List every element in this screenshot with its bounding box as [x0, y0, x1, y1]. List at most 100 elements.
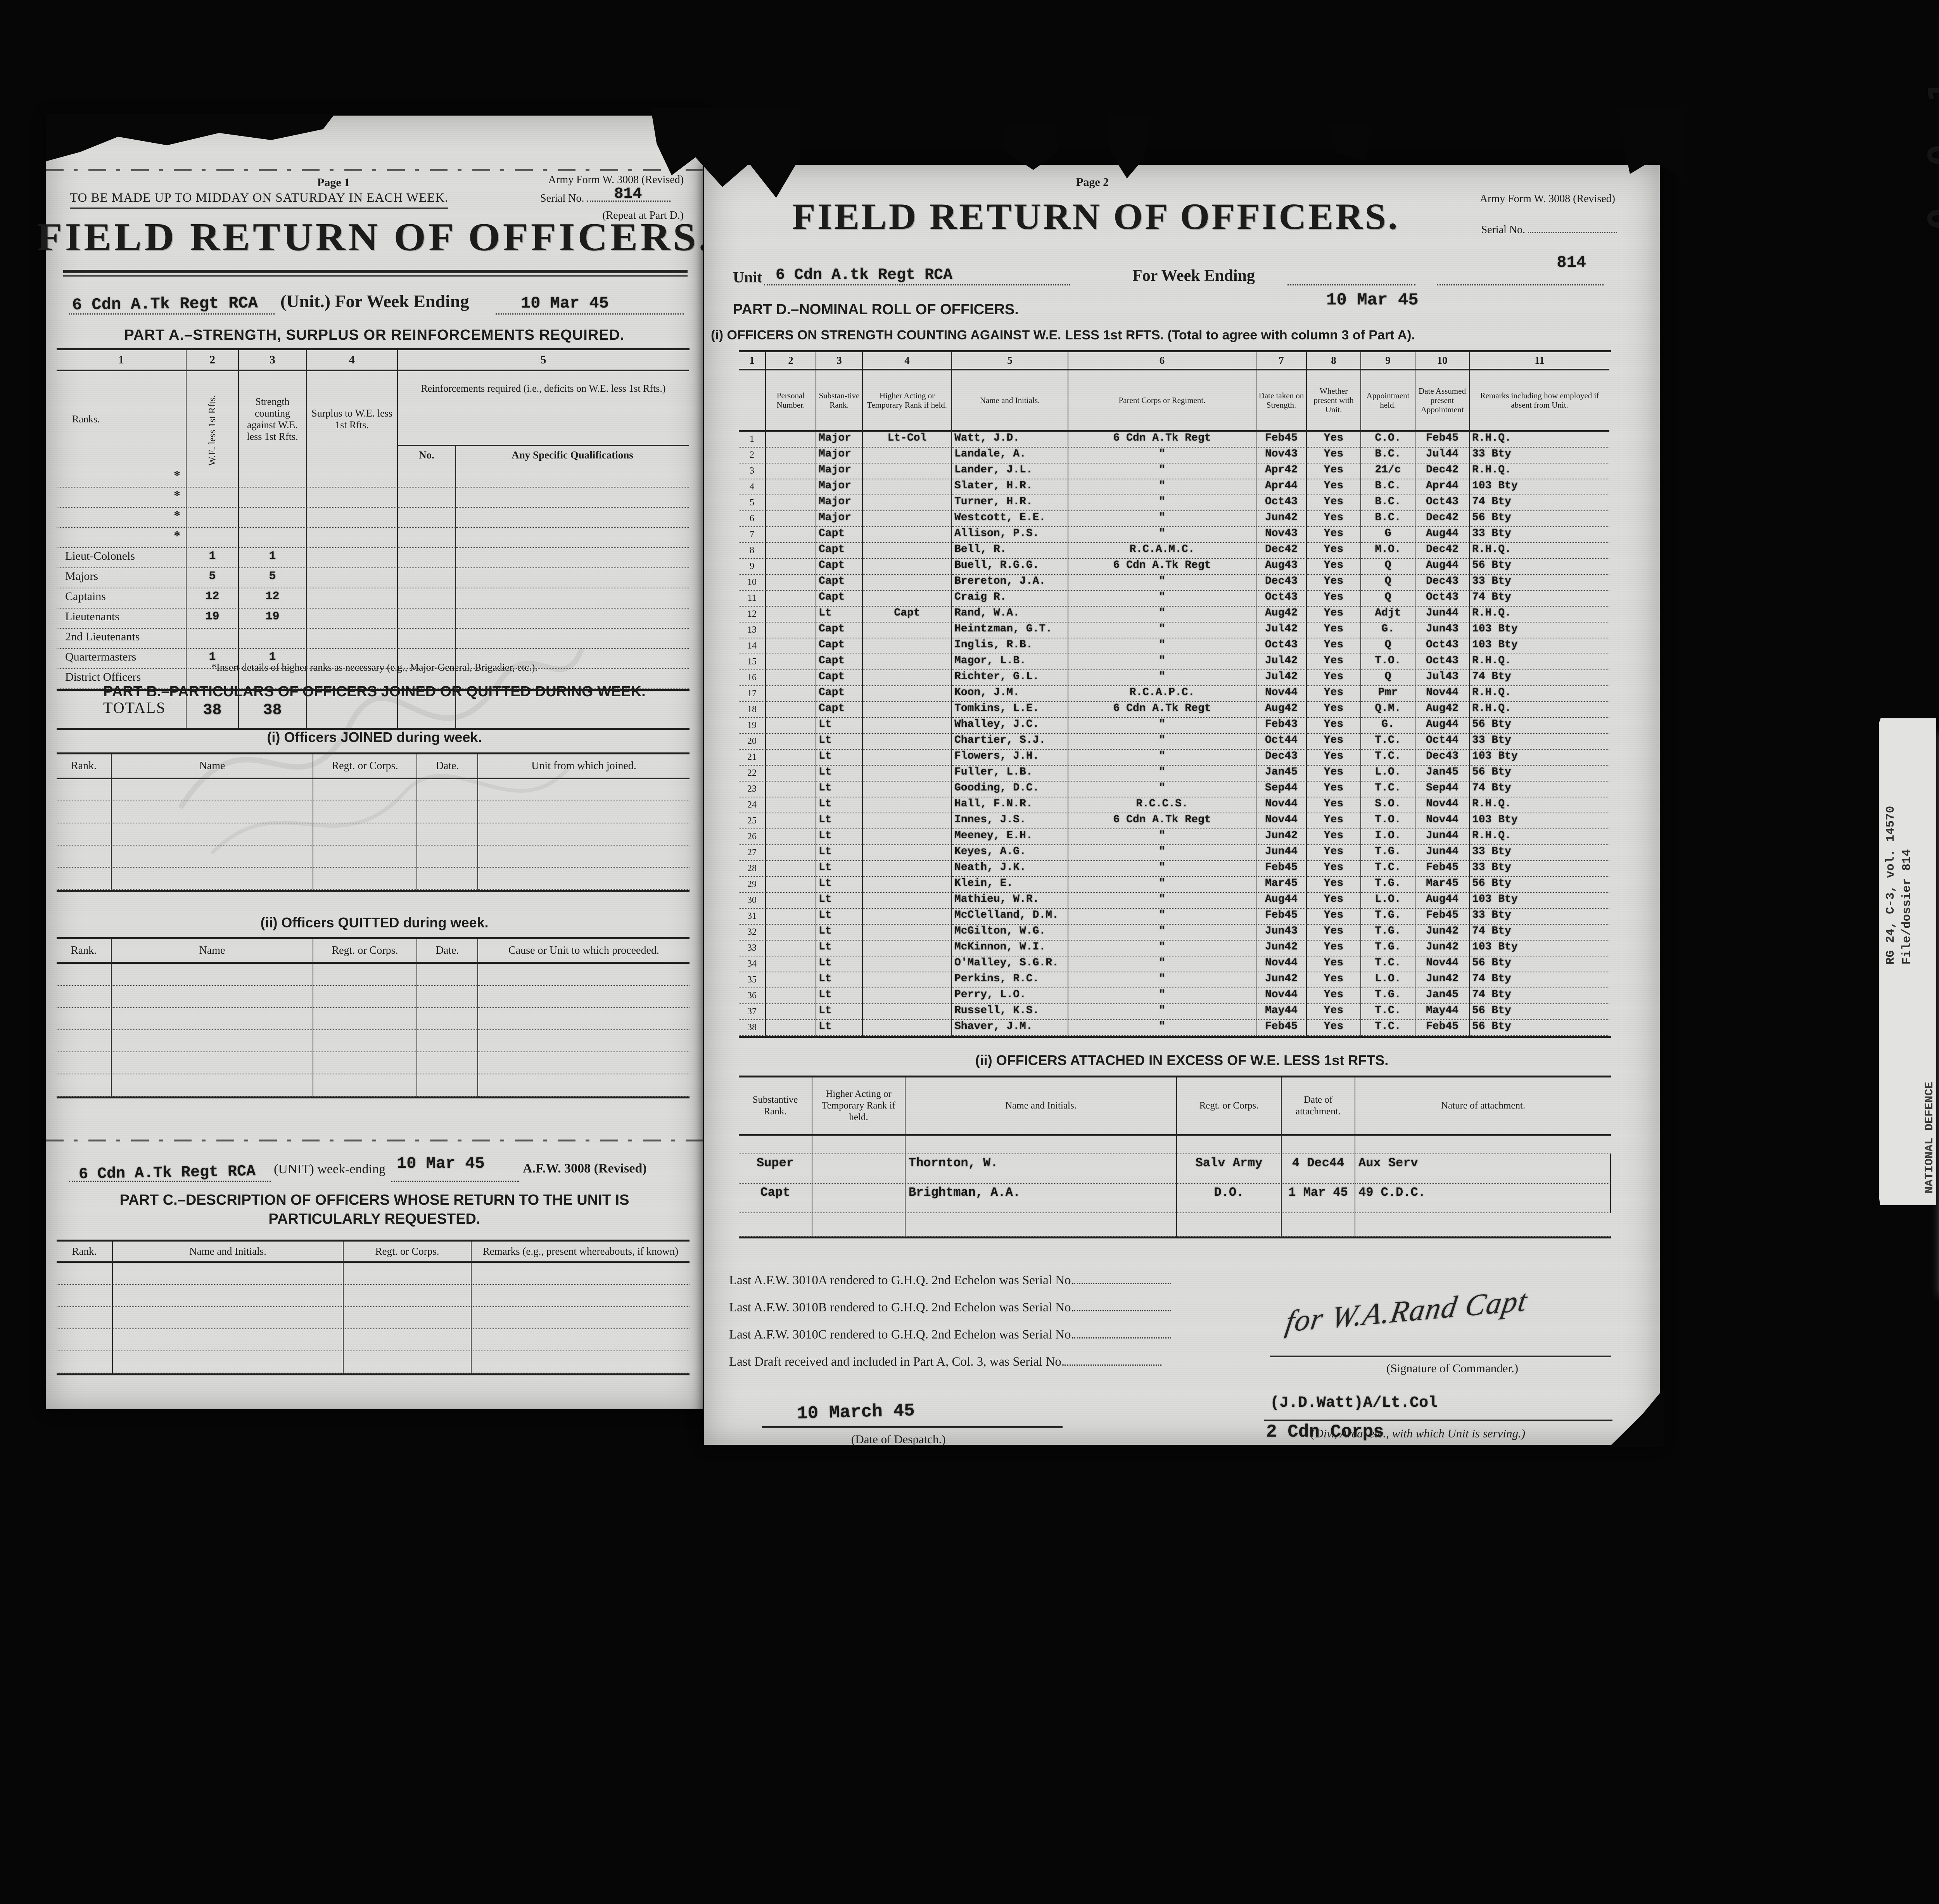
acting-rank [863, 972, 952, 988]
title-rule-thin [63, 275, 688, 277]
part-a-row: * [57, 467, 690, 488]
officer-name: Turner, H.R. [952, 495, 1068, 511]
appointment-held: Pmr [1361, 686, 1415, 702]
acting-rank [863, 718, 952, 734]
parent-corps: " [1068, 956, 1256, 972]
substantive-rank: Capt [816, 654, 863, 670]
remarks: 33 Bty [1470, 861, 1609, 877]
acting-rank [863, 813, 952, 829]
empty-cell [313, 1052, 417, 1074]
empty-cell [906, 1136, 1177, 1154]
page2-label: Page 2 [1076, 176, 1109, 189]
substantive-rank: Lt [816, 941, 863, 956]
parent-corps: " [1068, 527, 1256, 543]
week-ending-value: 10 Mar 45 [521, 294, 609, 313]
tape-artifact [1001, 123, 1059, 170]
remarks: 103 Bty [1470, 893, 1609, 909]
microfilm-scan: { "page1": { "page_label": "Page 1", "ma… [0, 0, 1939, 1530]
empty-cell [57, 1329, 113, 1351]
present-with-unit: Yes [1307, 463, 1361, 479]
date-taken-on-strength: Oct43 [1256, 591, 1307, 607]
afw-3010b-line: Last A.F.W. 3010B rendered to G.H.Q. 2nd… [729, 1300, 1171, 1315]
empty-cell [113, 1351, 344, 1373]
appointment-held: B.C. [1361, 495, 1415, 511]
date-taken-on-strength: Dec42 [1256, 543, 1307, 559]
parent-corps: R.C.C.S. [1068, 797, 1256, 813]
empty-cell [1282, 1213, 1355, 1236]
appointment-held: T.C. [1361, 956, 1415, 972]
officer-name: Keyes, A.G. [952, 845, 1068, 861]
date-assumed-appointment: Nov44 [1415, 956, 1470, 972]
personal-number [766, 782, 816, 797]
substantive-rank: Lt [816, 718, 863, 734]
date-assumed-appointment: Jun42 [1415, 925, 1470, 941]
parent-corps: " [1068, 925, 1256, 941]
row-number: 38 [739, 1020, 766, 1036]
row-number: 27 [739, 845, 766, 861]
remarks: 74 Bty [1470, 782, 1609, 797]
empty-cell [1355, 1136, 1611, 1154]
acting-rank [863, 1020, 952, 1036]
remarks: 56 Bty [1470, 559, 1609, 575]
row-number: 29 [739, 877, 766, 893]
empty-cell [313, 964, 417, 986]
nature-of-attachment: 49 C.D.C. [1355, 1184, 1611, 1213]
acting-rank [863, 575, 952, 591]
substantive-rank: Capt [816, 527, 863, 543]
personal-number [766, 591, 816, 607]
officer-name: Westcott, E.E. [952, 511, 1068, 527]
present-with-unit: Yes [1307, 766, 1361, 782]
acting-rank [863, 925, 952, 941]
date-taken-on-strength: Dec43 [1256, 750, 1307, 766]
substantive-rank: Lt [816, 766, 863, 782]
despatch-caption: (Date of Despatch.) [851, 1432, 946, 1446]
empty-cell [57, 1052, 112, 1074]
column-number: 9 [1361, 352, 1415, 370]
remarks: 56 Bty [1470, 1004, 1609, 1020]
parent-corps: " [1068, 877, 1256, 893]
acting-rank [863, 829, 952, 845]
present-with-unit: Yes [1307, 448, 1361, 463]
date-taken-on-strength: Nov43 [1256, 448, 1307, 463]
tape-artifact [1330, 123, 1373, 160]
date-assumed-appointment: Jun42 [1415, 941, 1470, 956]
empty-cell [57, 801, 112, 823]
present-with-unit: Yes [1307, 956, 1361, 972]
attached-column-header: Higher Acting or Temporary Rank if held. [812, 1077, 906, 1136]
parent-corps: " [1068, 623, 1256, 638]
acting-rank [863, 543, 952, 559]
appointment-held: T.G. [1361, 877, 1415, 893]
qualifications [456, 467, 689, 488]
personal-number [766, 702, 816, 718]
substantive-rank: Lt [816, 988, 863, 1004]
part-c-unit-label: (UNIT) week-ending [274, 1162, 385, 1177]
page1-title: FIELD RETURN OF OFFICERS. [33, 214, 716, 260]
appointment-held: B.C. [1361, 511, 1415, 527]
remarks: R.H.Q. [1470, 607, 1609, 623]
empty-cell [113, 1285, 344, 1307]
empty-cell [313, 1030, 417, 1052]
personal-number [766, 1020, 816, 1036]
part-c-heading: PART C.–DESCRIPTION OF OFFICERS WHOSE RE… [92, 1191, 657, 1229]
parent-corps: " [1068, 845, 1256, 861]
row-number: 5 [739, 495, 766, 511]
date-taken-on-strength: Nov44 [1256, 797, 1307, 813]
column-number: 1 [57, 350, 187, 371]
col-strength: Strength counting against W.E. less 1st … [239, 371, 307, 467]
officer-name: Richter, G.L. [952, 670, 1068, 686]
date-taken-on-strength: Feb45 [1256, 909, 1307, 925]
acting-rank [863, 861, 952, 877]
personal-number [766, 909, 816, 925]
officer-name: Perry, L.O. [952, 988, 1068, 1004]
acting-rank [863, 527, 952, 543]
acting-rank [863, 448, 952, 463]
present-with-unit: Yes [1307, 543, 1361, 559]
personal-number [766, 988, 816, 1004]
